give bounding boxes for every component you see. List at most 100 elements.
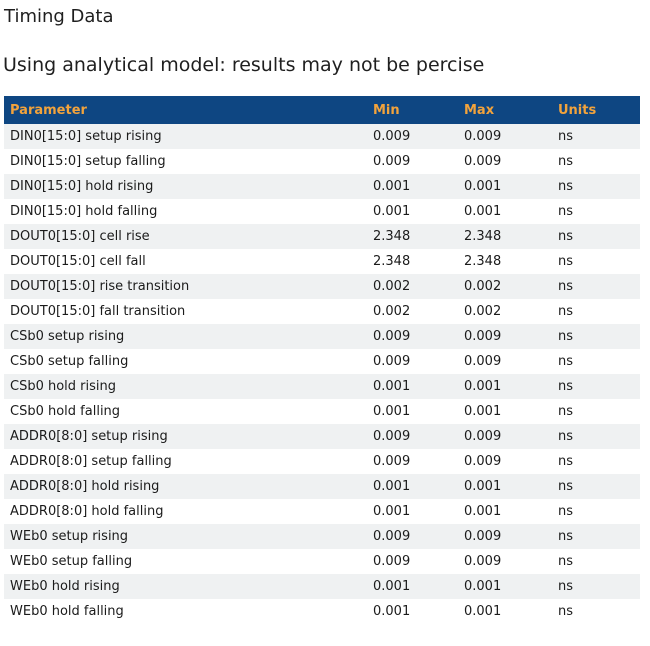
max-cell: 0.001 <box>464 404 502 419</box>
min-cell: 0.002 <box>373 304 411 319</box>
col-header-units: Units <box>552 96 640 124</box>
max-cell: 0.009 <box>464 454 502 469</box>
units-cell: ns <box>558 579 574 594</box>
min-cell: 0.009 <box>373 454 411 469</box>
units-cell: ns <box>558 254 574 269</box>
max-cell: 0.001 <box>464 204 502 219</box>
parameter-cell: CSb0 setup falling <box>10 354 129 369</box>
units-cell: ns <box>558 454 574 469</box>
max-cell: 0.009 <box>464 329 502 344</box>
min-cell: 0.009 <box>373 129 411 144</box>
table-row: DIN0[15:0] hold rising 0.001 0.001 ns <box>4 174 640 199</box>
table-row: DIN0[15:0] setup falling 0.009 0.009 ns <box>4 149 640 174</box>
col-header-max: Max <box>458 96 552 124</box>
header-row: Parameter Min Max Units <box>4 96 640 124</box>
max-cell: 2.348 <box>464 229 502 244</box>
table-row: DOUT0[15:0] fall transition 0.002 0.002 ns <box>4 299 640 324</box>
max-cell: 0.009 <box>464 554 502 569</box>
units-cell: ns <box>558 179 574 194</box>
max-cell: 0.001 <box>464 379 502 394</box>
units-cell: ns <box>558 529 574 544</box>
parameter-cell: DIN0[15:0] setup rising <box>10 129 162 144</box>
units-cell: ns <box>558 554 574 569</box>
table-row: WEb0 hold rising 0.001 0.001 ns <box>4 574 640 599</box>
parameter-cell: WEb0 setup rising <box>10 529 129 544</box>
table-row: DOUT0[15:0] cell rise 2.348 2.348 ns <box>4 224 640 249</box>
table-row: WEb0 setup falling 0.009 0.009 ns <box>4 549 640 574</box>
min-cell: 2.348 <box>373 229 411 244</box>
col-header-parameter: Parameter <box>4 96 367 124</box>
table-row: CSb0 setup falling 0.009 0.009 ns <box>4 349 640 374</box>
units-cell: ns <box>558 504 574 519</box>
parameter-cell: WEb0 hold falling <box>10 604 124 619</box>
max-cell: 2.348 <box>464 254 502 269</box>
min-cell: 0.009 <box>373 354 411 369</box>
units-cell: ns <box>558 154 574 169</box>
units-cell: ns <box>558 204 574 219</box>
units-cell: ns <box>558 279 574 294</box>
min-cell: 0.002 <box>373 279 411 294</box>
units-cell: ns <box>558 604 574 619</box>
units-cell: ns <box>558 229 574 244</box>
timing-table: Parameter Min Max Units DIN0[15:0] setup… <box>4 96 640 624</box>
table-row: DIN0[15:0] setup rising 0.009 0.009 ns <box>4 124 640 149</box>
max-cell: 0.001 <box>464 479 502 494</box>
parameter-cell: ADDR0[8:0] setup rising <box>10 429 168 444</box>
min-cell: 0.009 <box>373 329 411 344</box>
units-cell: ns <box>558 429 574 444</box>
table-row: DOUT0[15:0] cell fall 2.348 2.348 ns <box>4 249 640 274</box>
units-cell: ns <box>558 479 574 494</box>
min-cell: 0.001 <box>373 604 411 619</box>
table-row: DIN0[15:0] hold falling 0.001 0.001 ns <box>4 199 640 224</box>
parameter-cell: DIN0[15:0] setup falling <box>10 154 166 169</box>
max-cell: 0.009 <box>464 129 502 144</box>
parameter-cell: ADDR0[8:0] hold rising <box>10 479 160 494</box>
table-row: DOUT0[15:0] rise transition 0.002 0.002 ns <box>4 274 640 299</box>
parameter-cell: ADDR0[8:0] setup falling <box>10 454 172 469</box>
parameter-cell: DOUT0[15:0] cell fall <box>10 254 146 269</box>
parameter-cell: DIN0[15:0] hold falling <box>10 204 158 219</box>
min-cell: 0.001 <box>373 479 411 494</box>
parameter-cell: DOUT0[15:0] cell rise <box>10 229 150 244</box>
table-row: WEb0 setup rising 0.009 0.009 ns <box>4 524 640 549</box>
min-cell: 0.009 <box>373 154 411 169</box>
parameter-cell: DOUT0[15:0] fall transition <box>10 304 186 319</box>
units-cell: ns <box>558 404 574 419</box>
max-cell: 0.009 <box>464 529 502 544</box>
table-row: CSb0 hold rising 0.001 0.001 ns <box>4 374 640 399</box>
parameter-cell: DIN0[15:0] hold rising <box>10 179 154 194</box>
parameter-cell: DOUT0[15:0] rise transition <box>10 279 190 294</box>
table-row: WEb0 hold falling 0.001 0.001 ns <box>4 599 640 624</box>
min-cell: 0.001 <box>373 179 411 194</box>
max-cell: 0.002 <box>464 304 502 319</box>
parameter-cell: WEb0 hold rising <box>10 579 120 594</box>
page-subtitle: Using analytical model: results may not … <box>3 54 485 76</box>
min-cell: 2.348 <box>373 254 411 269</box>
min-cell: 0.001 <box>373 404 411 419</box>
max-cell: 0.001 <box>464 604 502 619</box>
page-title: Timing Data <box>4 6 114 27</box>
parameter-cell: WEb0 setup falling <box>10 554 133 569</box>
max-cell: 0.002 <box>464 279 502 294</box>
min-cell: 0.001 <box>373 504 411 519</box>
max-cell: 0.001 <box>464 579 502 594</box>
parameter-cell: CSb0 hold rising <box>10 379 117 394</box>
min-cell: 0.009 <box>373 529 411 544</box>
units-cell: ns <box>558 304 574 319</box>
units-cell: ns <box>558 129 574 144</box>
max-cell: 0.009 <box>464 429 502 444</box>
min-cell: 0.009 <box>373 429 411 444</box>
max-cell: 0.001 <box>464 179 502 194</box>
table-row: ADDR0[8:0] hold falling 0.001 0.001 ns <box>4 499 640 524</box>
timing-table-body: DIN0[15:0] setup rising 0.009 0.009 ns DIN0[… <box>4 124 640 624</box>
max-cell: 0.009 <box>464 154 502 169</box>
units-cell: ns <box>558 379 574 394</box>
table-row: ADDR0[8:0] setup falling 0.009 0.009 ns <box>4 449 640 474</box>
parameter-cell: ADDR0[8:0] hold falling <box>10 504 164 519</box>
min-cell: 0.009 <box>373 554 411 569</box>
table-row: ADDR0[8:0] setup rising 0.009 0.009 ns <box>4 424 640 449</box>
min-cell: 0.001 <box>373 204 411 219</box>
max-cell: 0.009 <box>464 354 502 369</box>
table-row: CSb0 setup rising 0.009 0.009 ns <box>4 324 640 349</box>
min-cell: 0.001 <box>373 579 411 594</box>
